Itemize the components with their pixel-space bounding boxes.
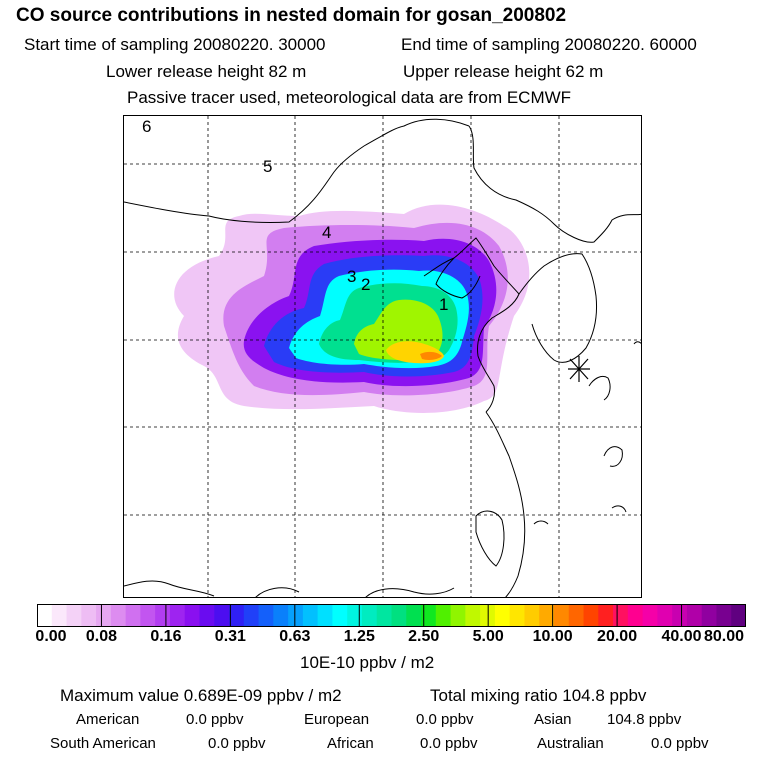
australian-label: Australian — [537, 735, 604, 752]
australian-value: 0.0 ppbv — [651, 735, 709, 752]
colorbar-segment — [568, 604, 585, 627]
colorbar-segment — [125, 604, 141, 627]
colorbar-segment — [465, 604, 481, 627]
colorbar-tick-label: 0.31 — [214, 628, 246, 645]
colorbar-tick-label: 5.00 — [472, 628, 504, 645]
receptor-star-marker — [568, 356, 590, 382]
point-label-3: 3 — [347, 267, 356, 286]
colorbar-segment — [66, 604, 82, 627]
colorbar-segment — [642, 604, 658, 627]
american-value: 0.0 ppbv — [186, 711, 244, 728]
colorbar-segment — [657, 604, 673, 627]
colorbar-segment — [140, 604, 156, 627]
coastlines — [124, 118, 641, 597]
plume-level-9 — [420, 351, 442, 360]
colorbar-segment — [509, 604, 525, 627]
end-time-label: End time of sampling 20080220. 60000 — [401, 35, 697, 54]
colorbar-segment — [494, 604, 511, 627]
colorbar-segment — [524, 604, 540, 627]
colorbar-tick-label: 1.25 — [343, 628, 375, 645]
colorbar-segment — [583, 604, 599, 627]
point-label-5: 5 — [263, 157, 272, 176]
colorbar-segment — [243, 604, 260, 627]
colorbar-segment — [184, 604, 200, 627]
colorbar-segment — [376, 604, 392, 627]
colorbar-segment — [155, 604, 171, 627]
map-panel: 1 2 3 4 5 6 — [123, 115, 642, 598]
european-label: European — [304, 711, 370, 728]
colorbar-segment — [332, 604, 348, 627]
colorbar-segment — [598, 604, 614, 627]
colorbar-segment — [701, 604, 717, 627]
colorbar-segment — [731, 604, 746, 627]
african-value: 0.0 ppbv — [420, 735, 478, 752]
colorbar-segment — [214, 604, 230, 627]
colorbar-tick-label: 0.16 — [150, 628, 182, 645]
lower-release-height: Lower release height 82 m — [106, 62, 307, 81]
colorbar-segment — [199, 604, 215, 627]
colorbar-segment — [627, 604, 644, 627]
colorbar-segment — [110, 604, 127, 627]
point-label-2: 2 — [361, 275, 370, 294]
max-value-text: Maximum value 0.689E-09 ppbv / m2 — [60, 686, 342, 705]
colorbar-segment — [613, 604, 629, 627]
asian-value: 104.8 ppbv — [607, 711, 682, 728]
colorbar-segment — [51, 604, 68, 627]
colorbar-tick-label: 2.50 — [408, 628, 440, 645]
colorbar-tick-label: 0.00 — [35, 628, 67, 645]
colorbar-tick-label: 20.00 — [597, 628, 638, 645]
point-label-6: 6 — [142, 117, 151, 136]
colorbar-segment — [716, 604, 732, 627]
south-american-label: South American — [50, 735, 156, 752]
colorbar — [37, 604, 746, 627]
colorbar-segment — [421, 604, 437, 627]
colorbar-segment — [96, 604, 112, 627]
point-label-1: 1 — [439, 295, 448, 314]
colorbar-tick-label: 40.00 — [661, 628, 702, 645]
colorbar-segment — [169, 604, 186, 627]
colorbar-segment — [81, 604, 97, 627]
asian-label: Asian — [534, 711, 572, 728]
colorbar-segment — [539, 604, 555, 627]
point-label-4: 4 — [322, 223, 331, 242]
colorbar-segment — [37, 604, 53, 627]
colorbar-tick-label: 80.00 — [703, 628, 745, 645]
colorbar-segment — [361, 604, 378, 627]
start-time-label: Start time of sampling 20080220. 30000 — [24, 35, 326, 54]
upper-release-height: Upper release height 62 m — [403, 62, 604, 81]
colorbar-segment — [553, 604, 570, 627]
colorbar-tick-label: 10.00 — [532, 628, 573, 645]
colorbar-segment — [686, 604, 703, 627]
concentration-field — [174, 204, 530, 413]
colorbar-segment — [288, 604, 304, 627]
colorbar-segment — [302, 604, 319, 627]
colorbar-segment — [229, 604, 245, 627]
south-american-value: 0.0 ppbv — [208, 735, 266, 752]
tracer-note: Passive tracer used, meteorological data… — [127, 88, 572, 107]
colorbar-segment — [450, 604, 466, 627]
colorbar-segment — [406, 604, 422, 627]
colorbar-segment — [435, 604, 452, 627]
african-label: African — [327, 735, 374, 752]
grid-lines — [124, 116, 641, 597]
colorbar-border — [37, 604, 746, 627]
colorbar-segment — [391, 604, 407, 627]
colorbar-segment — [273, 604, 289, 627]
european-value: 0.0 ppbv — [416, 711, 474, 728]
colorbar-segment — [258, 604, 274, 627]
colorbar-segment — [347, 604, 363, 627]
american-label: American — [76, 711, 140, 728]
colorbar-unit: 10E-10 ppbv / m2 — [300, 653, 435, 672]
map-canvas: 1 2 3 4 5 6 — [124, 116, 641, 597]
colorbar-segment — [672, 604, 688, 627]
colorbar-tick-label: 0.08 — [85, 628, 118, 645]
plot-title: CO source contributions in nested domain… — [16, 5, 567, 26]
colorbar-segment — [317, 604, 333, 627]
total-mixing-ratio: Total mixing ratio 104.8 ppbv — [430, 686, 647, 705]
colorbar-tick-label: 0.63 — [279, 628, 311, 645]
